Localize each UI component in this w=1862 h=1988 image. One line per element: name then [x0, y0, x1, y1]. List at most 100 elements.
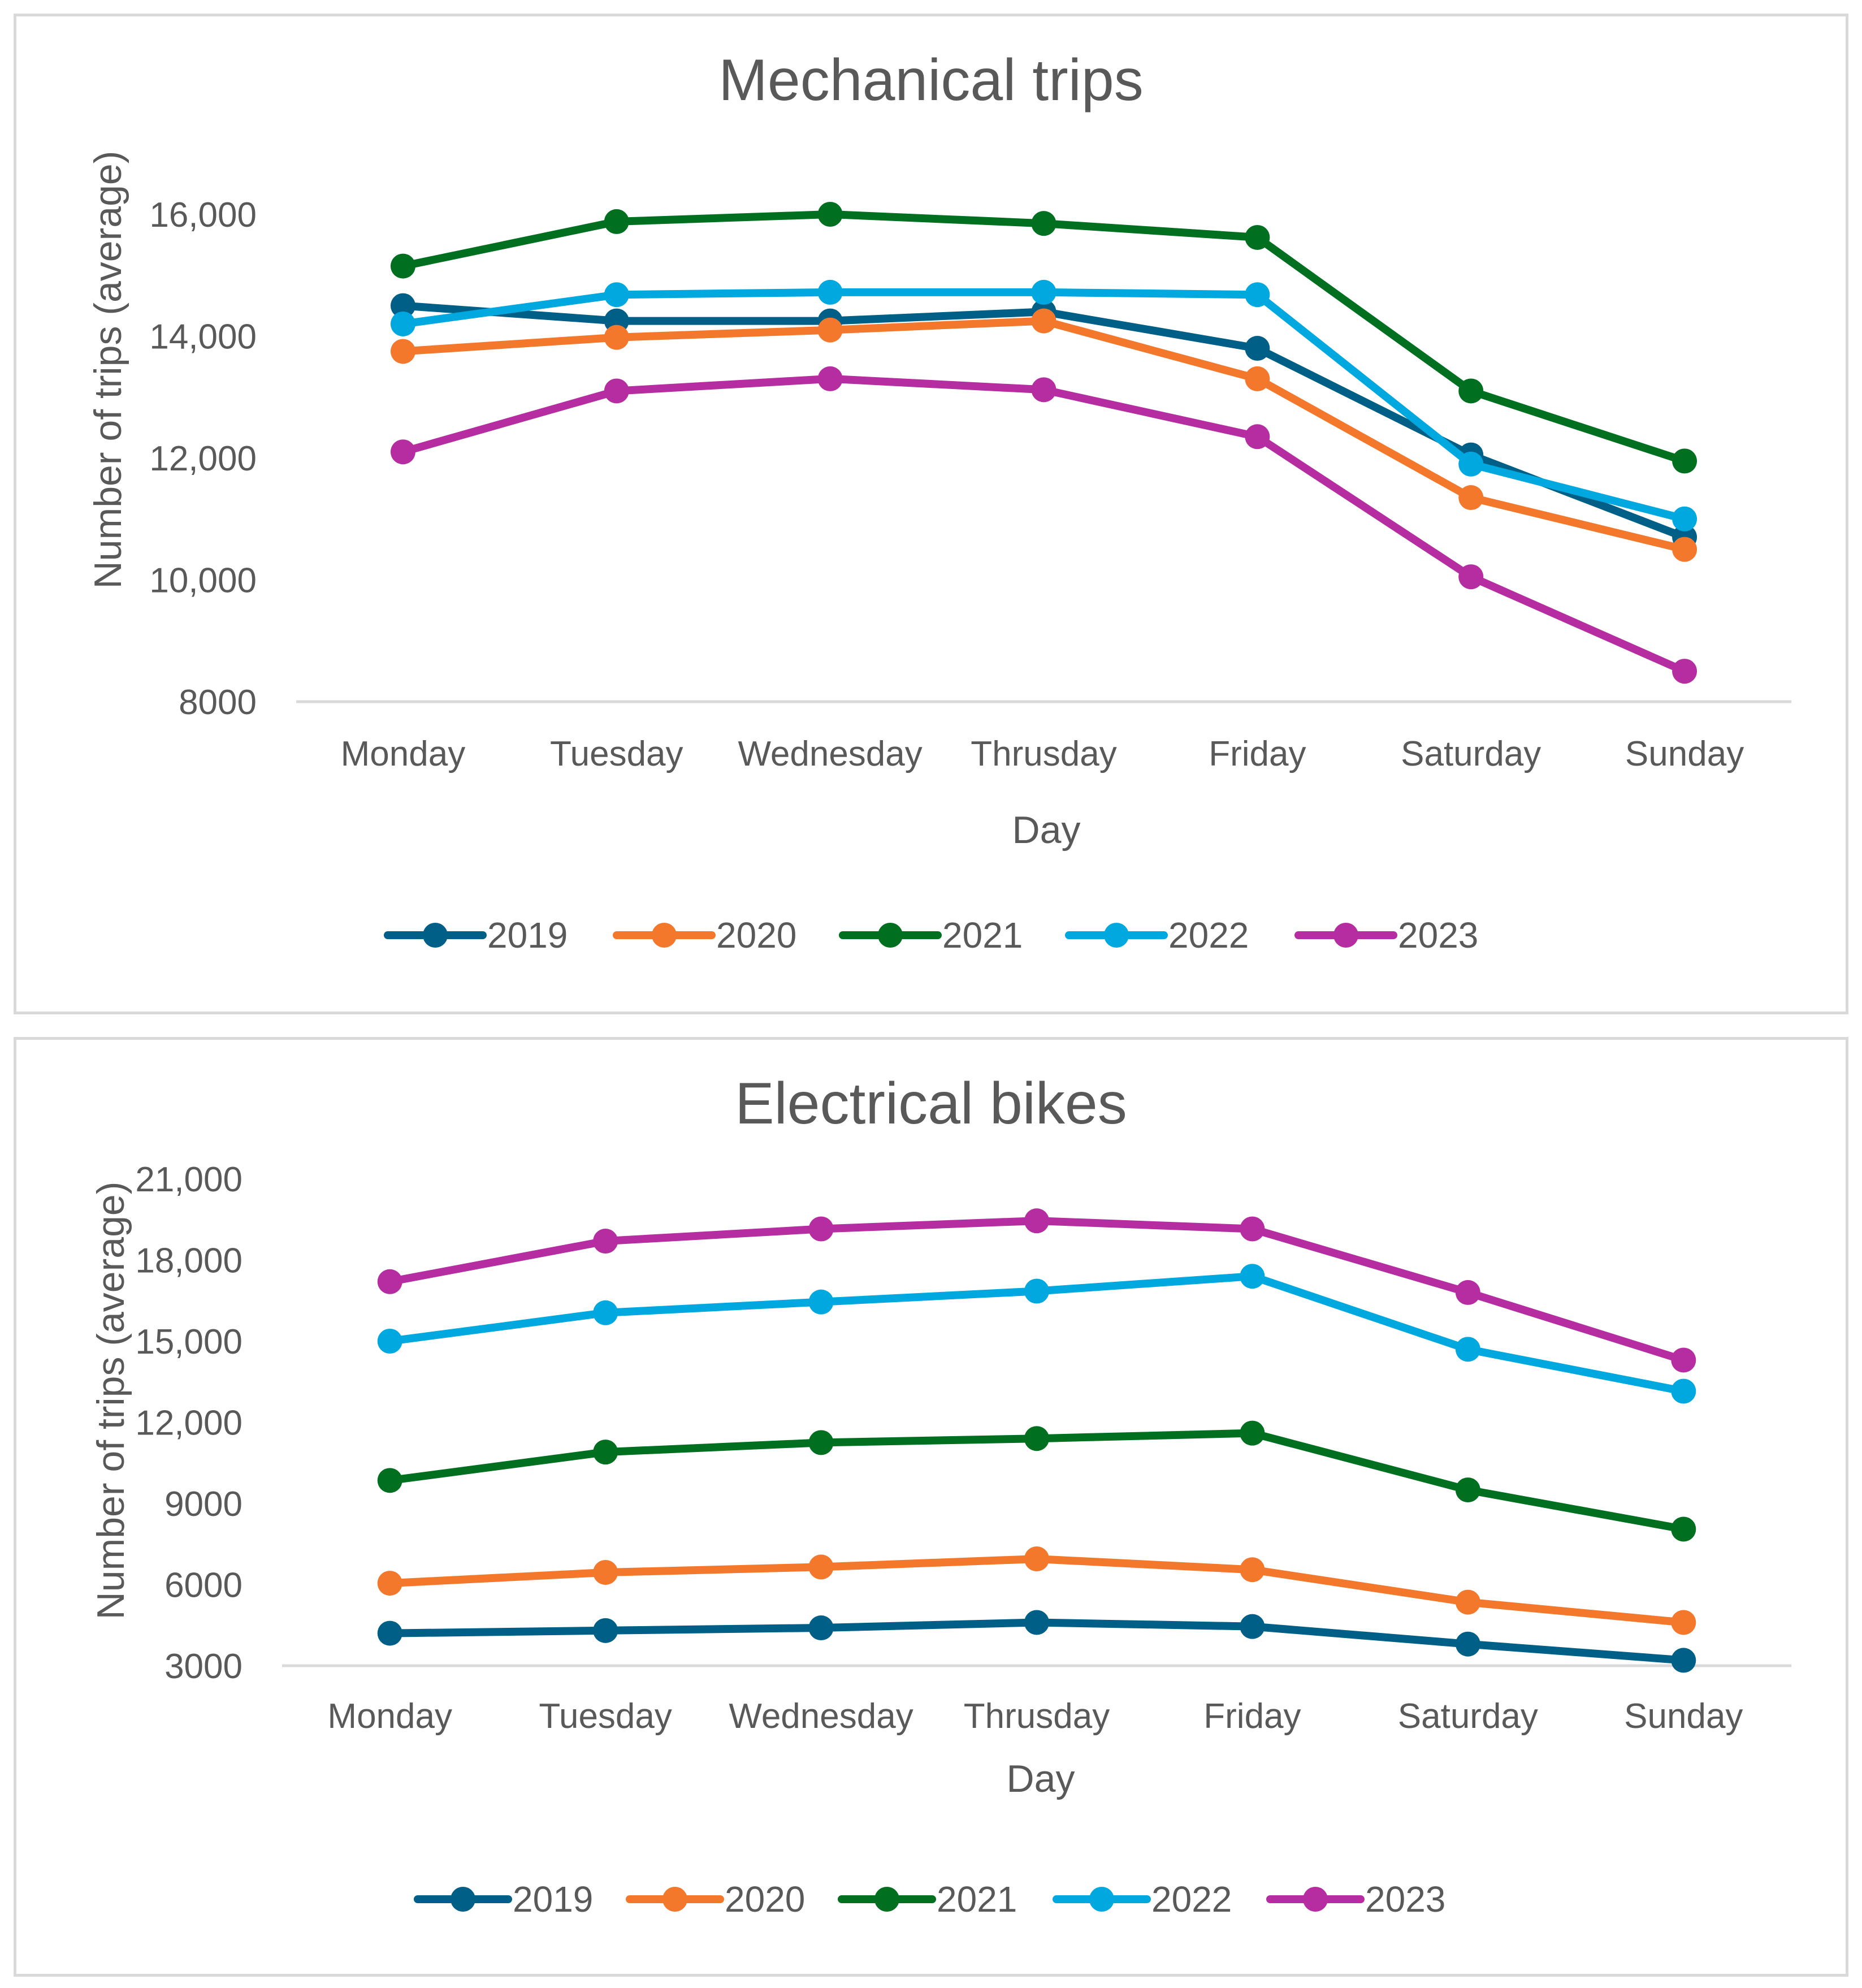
legend-marker-2020 — [662, 1887, 687, 1912]
legend-label-2022: 2022 — [1151, 1879, 1232, 1920]
data-point-2019 — [1455, 1631, 1480, 1657]
y-tick-label: 6000 — [164, 1566, 243, 1605]
legend-marker-2019 — [423, 923, 448, 948]
y-tick-label: 9000 — [164, 1485, 243, 1524]
data-point-2021 — [593, 1440, 618, 1465]
x-tick-label: Saturday — [1398, 1697, 1538, 1736]
data-point-2021 — [1672, 448, 1698, 474]
data-point-2023 — [808, 1216, 834, 1242]
legend-label-2023: 2023 — [1365, 1879, 1445, 1920]
data-point-2020 — [1672, 537, 1698, 562]
data-point-2019 — [593, 1618, 618, 1643]
x-tick-label: Friday — [1203, 1697, 1301, 1736]
data-point-2022 — [1672, 506, 1698, 531]
x-tick-label: Wednesday — [738, 734, 922, 773]
y-tick-label: 8000 — [179, 683, 257, 722]
data-point-2023 — [593, 1229, 618, 1254]
plot-area: 3000 6000 9000 12,000 15,000 18,000 21,000 Mond… — [135, 1160, 1791, 1736]
data-point-2020 — [1024, 1546, 1049, 1572]
legend-marker-2020 — [652, 923, 677, 948]
data-point-2023 — [377, 1269, 402, 1294]
data-point-2019 — [808, 1615, 834, 1641]
data-point-2021 — [390, 253, 415, 279]
y-tick-label: 10,000 — [149, 561, 257, 600]
data-point-2020 — [808, 1554, 834, 1580]
data-point-2020 — [377, 1571, 402, 1596]
data-point-2023 — [1455, 1280, 1480, 1305]
data-point-2021 — [1031, 211, 1056, 236]
x-tick-label: Wednesday — [729, 1697, 913, 1736]
data-point-2020 — [390, 339, 415, 364]
data-point-2019 — [1245, 336, 1270, 361]
y-tick-label: 18,000 — [135, 1242, 243, 1281]
mechanical-trips-chart: Mechanical trips Number of trips (averag… — [86, 47, 1791, 956]
data-point-2022 — [1031, 279, 1056, 305]
data-point-2019 — [1024, 1610, 1049, 1635]
data-point-2023 — [1024, 1208, 1049, 1234]
data-point-2022 — [390, 311, 415, 336]
data-point-2022 — [1240, 1264, 1265, 1289]
data-point-2023 — [817, 366, 843, 391]
data-point-2022 — [1671, 1378, 1696, 1404]
data-point-2020 — [1455, 1589, 1480, 1615]
data-point-2020 — [1240, 1557, 1265, 1583]
data-point-2023 — [1031, 377, 1056, 403]
y-axis-title: Number of trips (average) — [86, 151, 129, 589]
y-tick-label: 3000 — [164, 1647, 243, 1686]
x-tick-label: Tuesday — [550, 734, 683, 773]
data-point-2021 — [604, 209, 629, 234]
data-point-2021 — [377, 1468, 402, 1493]
data-point-2023 — [1240, 1216, 1265, 1242]
y-tick-label: 15,000 — [135, 1323, 243, 1362]
data-point-2023 — [1245, 424, 1270, 450]
x-tick-label: Monday — [341, 734, 466, 773]
data-point-2021 — [1240, 1420, 1265, 1446]
data-point-2020 — [1031, 308, 1056, 334]
data-point-2019 — [390, 293, 415, 318]
chart-title: Mechanical trips — [718, 47, 1143, 113]
y-tick-label: 16,000 — [149, 196, 257, 235]
data-point-2022 — [1455, 1337, 1480, 1362]
y-tick-label: 14,000 — [149, 318, 257, 357]
data-point-2022 — [1024, 1278, 1049, 1304]
x-tick-label: Friday — [1209, 734, 1306, 773]
x-tick-label: Sunday — [1624, 1697, 1743, 1736]
legend-label-2019: 2019 — [513, 1879, 593, 1920]
data-point-2023 — [1458, 564, 1484, 590]
x-tick-label: Thrusday — [971, 734, 1116, 773]
data-point-2022 — [1245, 282, 1270, 308]
data-point-2021 — [1671, 1516, 1696, 1542]
legend-marker-2019 — [451, 1887, 475, 1912]
x-tick-label: Tuesday — [539, 1697, 672, 1736]
data-point-2020 — [604, 325, 629, 350]
plot-area: 8000 10,000 12,000 14,000 16,000 Monday Tuesda… — [149, 196, 1791, 773]
legend-label-2022: 2022 — [1168, 915, 1249, 956]
data-point-2023 — [1672, 659, 1698, 684]
legend-label-2023: 2023 — [1398, 915, 1478, 956]
data-point-2020 — [1671, 1610, 1696, 1635]
data-point-2019 — [1240, 1614, 1265, 1639]
data-point-2022 — [817, 279, 843, 305]
mechanical-trips-chart-panel: Mechanical trips Number of trips (averag… — [14, 14, 1848, 1014]
legend-marker-2022 — [1089, 1887, 1114, 1912]
legend-label-2019: 2019 — [487, 915, 568, 956]
data-point-2020 — [817, 317, 843, 343]
data-point-2022 — [1458, 451, 1484, 477]
legend-label-2020: 2020 — [725, 1879, 805, 1920]
electrical-bikes-chart: Electrical bikes Number of trips (averag… — [89, 1071, 1791, 1920]
x-tick-label: Thrusday — [964, 1697, 1110, 1736]
y-tick-label: 12,000 — [135, 1404, 243, 1443]
chart-title: Electrical bikes — [735, 1071, 1127, 1136]
data-point-2020 — [593, 1559, 618, 1585]
legend: 2019 2020 2021 2022 2023 — [384, 915, 1478, 956]
legend-marker-2023 — [1303, 1887, 1328, 1912]
data-point-2021 — [817, 202, 843, 227]
data-point-2020 — [1245, 366, 1270, 391]
legend-marker-2021 — [878, 923, 903, 948]
data-point-2021 — [1458, 378, 1484, 404]
data-point-2021 — [1455, 1477, 1480, 1503]
x-tick-label: Saturday — [1401, 734, 1541, 773]
data-point-2021 — [1245, 224, 1270, 250]
legend-marker-2022 — [1104, 923, 1129, 948]
y-tick-label: 21,000 — [135, 1160, 243, 1199]
